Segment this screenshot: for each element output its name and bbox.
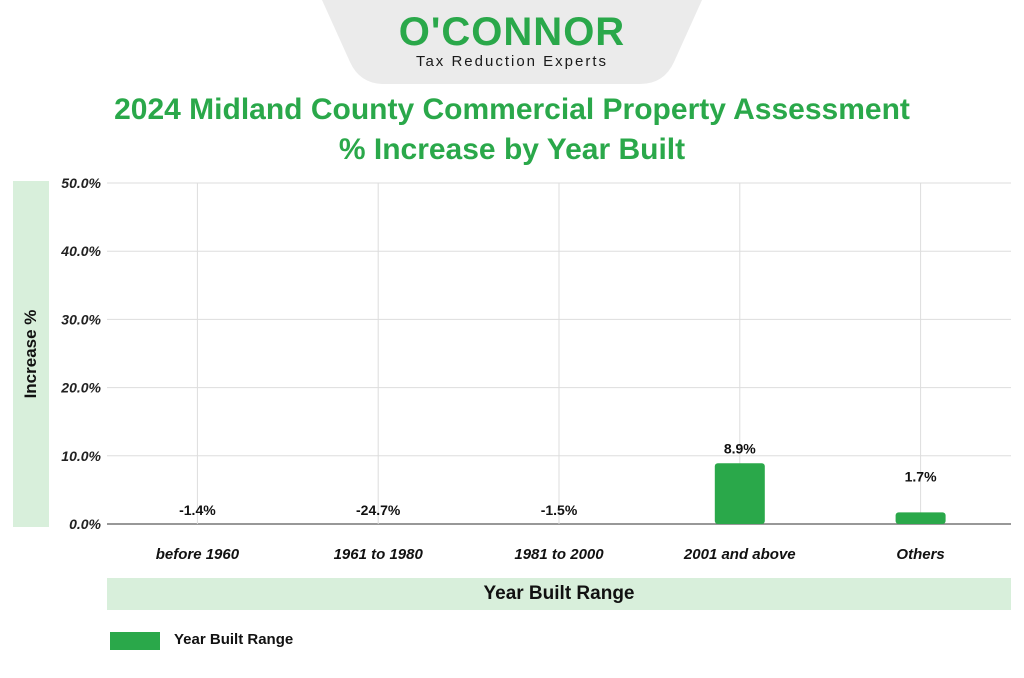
y-tick-label: 0.0% (69, 516, 101, 532)
brand-logo-name: O'CONNOR (398, 10, 626, 54)
chart-title: 2024 Midland County Commercial Property … (114, 93, 910, 166)
x-axis-label: Year Built Range (107, 578, 1011, 610)
logo-tab: O'CONNOR Tax Reduction Experts (322, 0, 702, 84)
data-label: 1.7% (905, 468, 937, 484)
x-tick-label: 1981 to 2000 (514, 546, 604, 563)
bar (714, 463, 765, 524)
y-tick-label: 10.0% (61, 448, 101, 464)
logo-tab-shape (322, 0, 702, 84)
x-tick-label: 2001 and above (683, 546, 796, 563)
x-tick-label: 1961 to 1980 (334, 546, 424, 563)
y-tick-label: 40.0% (60, 243, 101, 259)
brand-tagline: Tax Reduction Experts (415, 53, 609, 70)
legend-swatch (110, 632, 160, 650)
legend-label: Year Built Range (174, 631, 294, 648)
y-tick-label: 30.0% (61, 311, 101, 327)
data-label: 8.9% (724, 440, 756, 456)
y-tick-label: 50.0% (61, 175, 101, 191)
data-label: -1.5% (541, 502, 578, 518)
y-tick-label: 20.0% (60, 380, 101, 396)
x-tick-label: Others (896, 546, 944, 563)
x-tick-label: before 1960 (156, 546, 240, 563)
data-label: -1.4% (179, 502, 216, 518)
y-axis-label-band (13, 181, 49, 527)
data-label: -24.7% (356, 502, 401, 518)
bar (895, 512, 946, 524)
